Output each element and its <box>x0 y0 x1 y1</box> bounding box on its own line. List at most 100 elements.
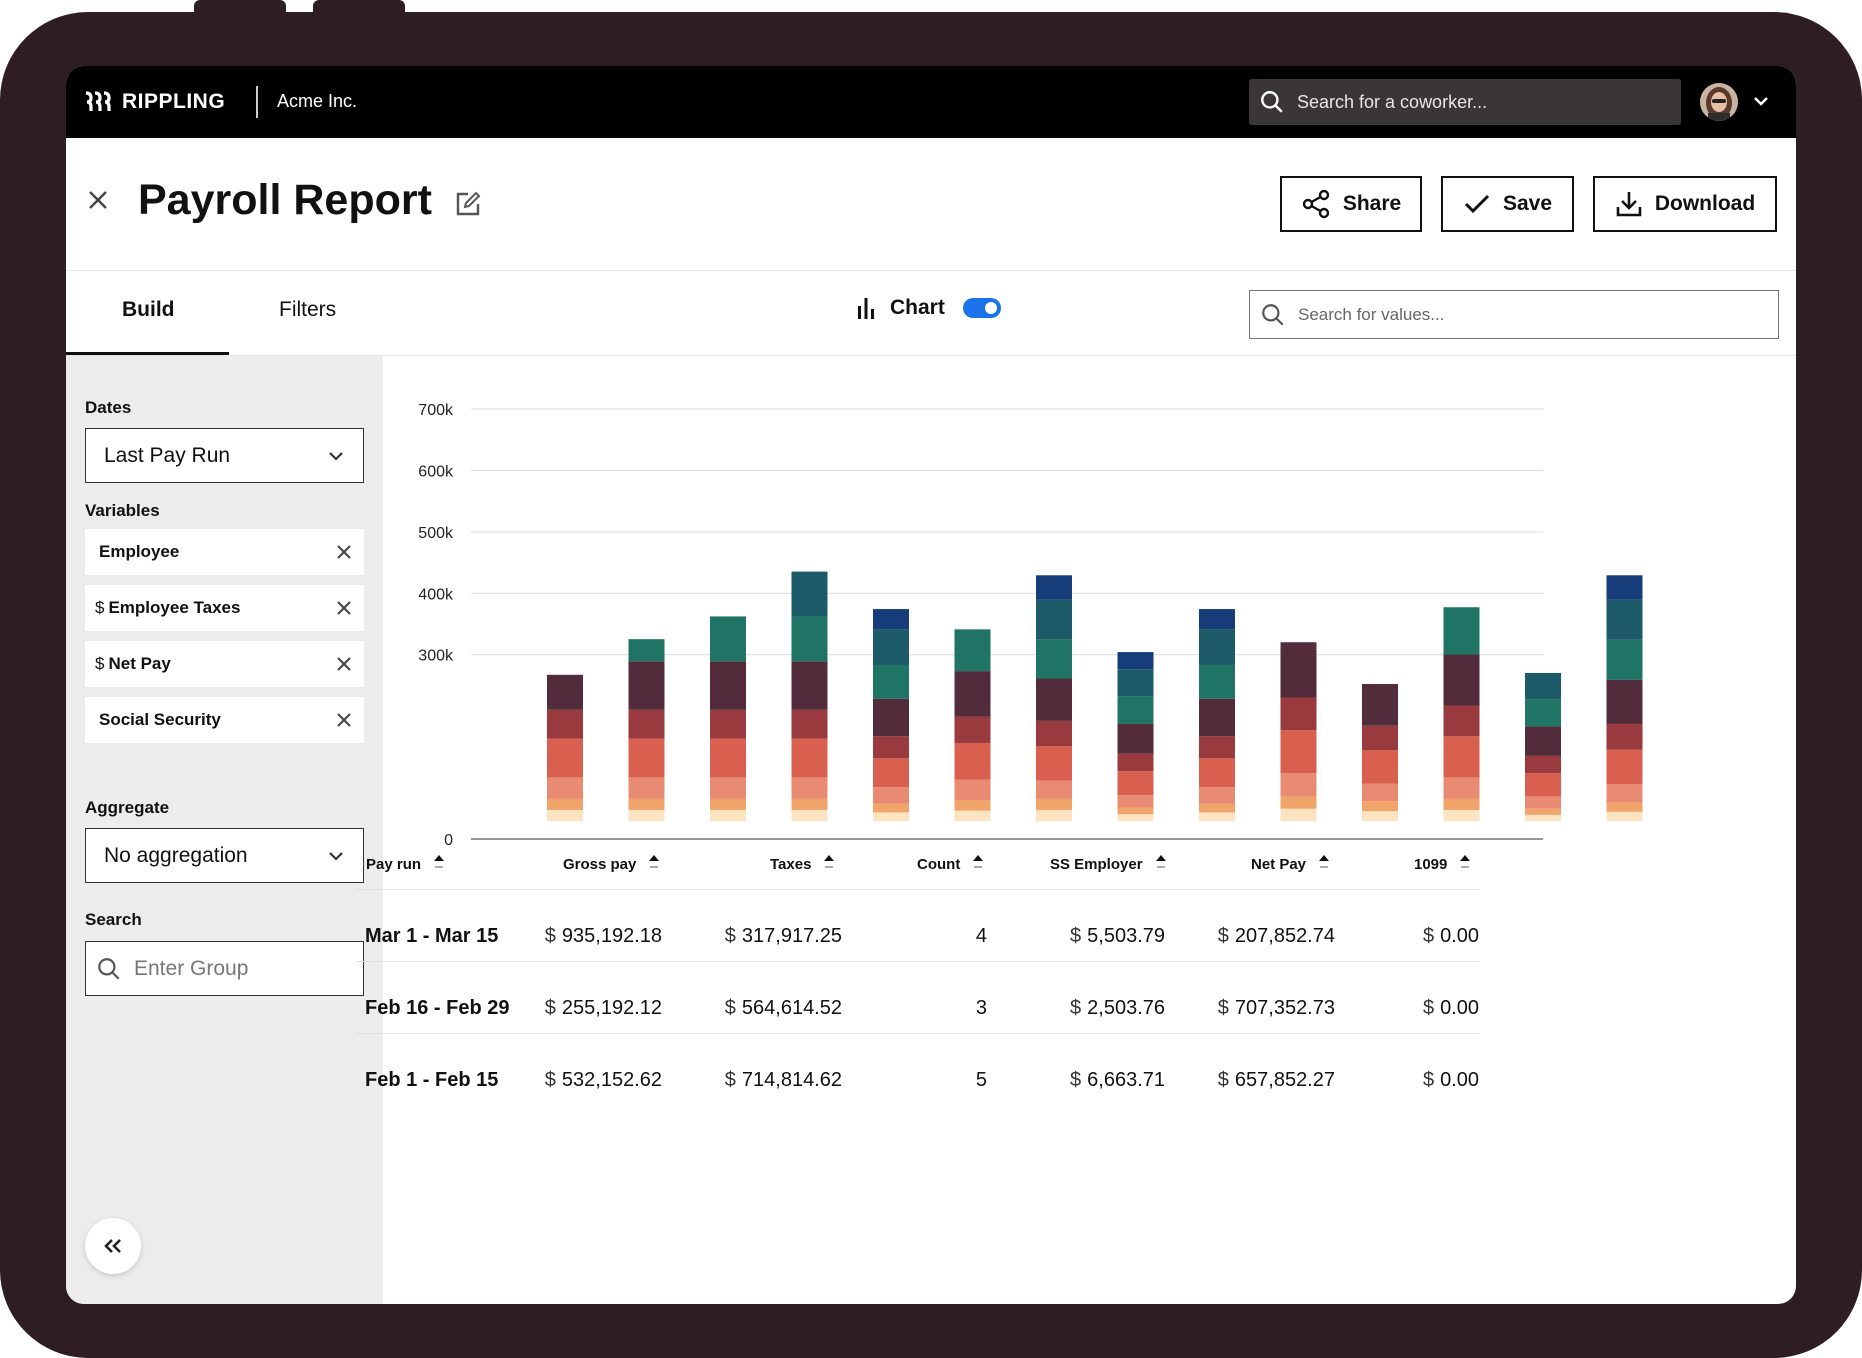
bar-segment[interactable] <box>791 777 828 799</box>
bar-segment[interactable] <box>954 671 991 717</box>
bar-segment[interactable] <box>1199 629 1235 665</box>
bar-segment[interactable] <box>710 661 746 710</box>
bar-segment[interactable] <box>1525 699 1561 727</box>
bar-segment[interactable] <box>710 798 746 810</box>
bar-segment[interactable] <box>547 738 583 778</box>
bar-segment[interactable] <box>1199 609 1235 630</box>
bar-segment[interactable] <box>547 777 583 799</box>
bar-segment[interactable] <box>628 639 665 662</box>
bar-segment[interactable] <box>1199 758 1235 788</box>
bar-segment[interactable] <box>1606 575 1643 600</box>
values-search-input[interactable]: Search for values... <box>1249 290 1779 339</box>
bar-segment[interactable] <box>1606 679 1643 724</box>
bar-segment[interactable] <box>1199 787 1235 804</box>
variable-chip-employee[interactable]: Employee <box>85 529 364 575</box>
bar-segment[interactable] <box>1606 639 1643 680</box>
remove-icon[interactable] <box>336 544 352 560</box>
chevron-down-icon[interactable] <box>1752 94 1770 108</box>
bar-segment[interactable] <box>873 609 909 630</box>
column-header[interactable]: Count <box>917 853 984 875</box>
variable-chip-social-security[interactable]: Social Security <box>85 697 364 743</box>
bar-segment[interactable] <box>1199 698 1235 737</box>
bar-segment[interactable] <box>1199 803 1235 813</box>
table-cell[interactable]: Feb 16 - Feb 29 <box>365 997 510 1019</box>
bar-segment[interactable] <box>1117 807 1154 815</box>
bar-segment[interactable] <box>1280 642 1317 698</box>
bar-segment[interactable] <box>791 616 828 662</box>
bar-segment[interactable] <box>1525 796 1561 809</box>
column-header[interactable]: Gross pay <box>563 853 660 875</box>
bar-segment[interactable] <box>1525 726 1561 756</box>
bar-segment[interactable] <box>873 758 909 788</box>
bar-segment[interactable] <box>1443 654 1480 706</box>
chart-switch[interactable] <box>962 298 1001 318</box>
bar-segment[interactable] <box>710 777 746 799</box>
variable-chip-employee-taxes[interactable]: $ Employee Taxes <box>85 585 364 631</box>
share-button[interactable]: Share <box>1280 176 1422 232</box>
bar-segment[interactable] <box>1606 599 1643 640</box>
bar-segment[interactable] <box>1117 753 1154 772</box>
bar-segment[interactable] <box>1362 725 1398 751</box>
bar-segment[interactable] <box>791 571 828 617</box>
bar-segment[interactable] <box>1036 809 1072 821</box>
bar-segment[interactable] <box>954 779 991 801</box>
bar-segment[interactable] <box>1036 575 1072 600</box>
bar-segment[interactable] <box>1525 755 1561 774</box>
bar-segment[interactable] <box>1443 798 1480 810</box>
bar-segment[interactable] <box>1443 705 1480 737</box>
bar-segment[interactable] <box>1525 808 1561 815</box>
bar-segment[interactable] <box>1117 669 1154 697</box>
bar-segment[interactable] <box>628 809 665 821</box>
bar-segment[interactable] <box>1606 749 1643 785</box>
bar-segment[interactable] <box>873 664 909 699</box>
bar-segment[interactable] <box>628 798 665 810</box>
bar-segment[interactable] <box>1362 811 1398 821</box>
bar-segment[interactable] <box>1362 801 1398 812</box>
bar-segment[interactable] <box>710 738 746 778</box>
bar-segment[interactable] <box>1443 736 1480 778</box>
avatar[interactable] <box>1700 83 1738 121</box>
bar-segment[interactable] <box>873 803 909 813</box>
bar-segment[interactable] <box>628 661 665 710</box>
tab-build[interactable]: Build <box>122 298 175 321</box>
bar-segment[interactable] <box>1443 777 1480 799</box>
bar-segment[interactable] <box>1036 720 1072 747</box>
bar-segment[interactable] <box>547 798 583 810</box>
bar-segment[interactable] <box>873 698 909 737</box>
bar-segment[interactable] <box>873 629 909 665</box>
bar-segment[interactable] <box>547 709 583 739</box>
bar-segment[interactable] <box>1117 795 1154 808</box>
bar-segment[interactable] <box>1606 802 1643 812</box>
bar-segment[interactable] <box>1443 809 1480 821</box>
variable-chip-net-pay[interactable]: $ Net Pay <box>85 641 364 687</box>
tab-filters[interactable]: Filters <box>279 298 337 321</box>
bar-segment[interactable] <box>1606 723 1643 750</box>
bar-segment[interactable] <box>628 777 665 799</box>
bar-segment[interactable] <box>710 709 746 739</box>
bar-segment[interactable] <box>547 809 583 821</box>
bar-segment[interactable] <box>1280 773 1317 797</box>
bar-segment[interactable] <box>1280 730 1317 774</box>
bar-segment[interactable] <box>1036 780 1072 799</box>
bar-segment[interactable] <box>628 738 665 778</box>
bar-segment[interactable] <box>954 800 991 811</box>
column-header[interactable]: Pay run <box>366 853 445 875</box>
save-button[interactable]: Save <box>1441 176 1574 232</box>
bar-segment[interactable] <box>1036 746 1072 781</box>
dates-select[interactable]: Last Pay Run <box>85 428 364 483</box>
chart-toggle[interactable]: Chart <box>856 296 1001 320</box>
remove-icon[interactable] <box>336 656 352 672</box>
bar-segment[interactable] <box>1606 784 1643 803</box>
collapse-sidebar-button[interactable] <box>85 1218 141 1274</box>
column-header[interactable]: Net Pay <box>1251 853 1330 875</box>
bar-segment[interactable] <box>1362 750 1398 784</box>
column-header[interactable]: 1099 <box>1414 853 1471 875</box>
column-header[interactable]: SS Employer <box>1050 853 1167 875</box>
bar-segment[interactable] <box>710 616 746 662</box>
bar-segment[interactable] <box>873 812 909 821</box>
coworker-search-input[interactable]: Search for a coworker... <box>1249 79 1681 125</box>
bar-segment[interactable] <box>1443 607 1480 655</box>
bar-segment[interactable] <box>1280 796 1317 809</box>
bar-segment[interactable] <box>791 798 828 810</box>
bar-segment[interactable] <box>1036 639 1072 679</box>
